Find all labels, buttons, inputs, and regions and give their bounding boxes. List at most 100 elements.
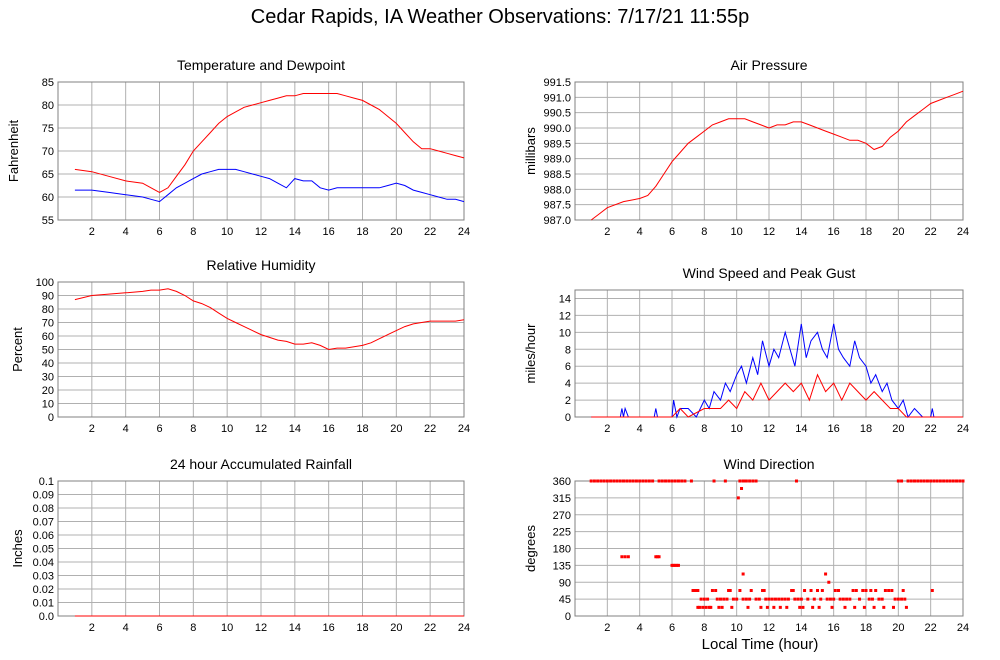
x-tick-label: 14 xyxy=(795,226,807,238)
data-point xyxy=(612,479,616,483)
data-point xyxy=(609,479,613,483)
data-point xyxy=(945,479,949,483)
data-point xyxy=(796,597,800,601)
y-tick-label: 0.07 xyxy=(33,517,54,529)
data-point xyxy=(744,597,748,601)
data-point xyxy=(809,589,813,592)
data-point xyxy=(754,479,758,483)
y-axis-label: millibars xyxy=(523,127,538,175)
data-point xyxy=(900,597,904,601)
y-tick-label: 70 xyxy=(42,318,54,330)
data-point xyxy=(913,479,916,483)
y-tick-label: 14 xyxy=(559,293,571,305)
data-point xyxy=(820,589,824,592)
x-tick-label: 4 xyxy=(123,226,129,238)
x-tick-label: 18 xyxy=(860,423,872,435)
data-point xyxy=(877,597,881,601)
x-tick-label: 16 xyxy=(323,226,335,238)
data-point xyxy=(880,597,884,601)
data-point xyxy=(783,597,787,601)
data-point xyxy=(683,479,687,483)
y-tick-label: 0 xyxy=(48,412,54,424)
y-axis-label: miles/hour xyxy=(523,323,538,384)
data-point xyxy=(754,597,758,601)
data-point xyxy=(660,479,664,483)
data-point xyxy=(780,597,784,601)
data-point xyxy=(696,589,700,592)
x-tick-label: 2 xyxy=(89,622,95,634)
data-point xyxy=(785,605,789,609)
data-point xyxy=(727,589,731,592)
data-point xyxy=(833,589,837,592)
x-tick-label: 20 xyxy=(390,226,402,238)
data-point xyxy=(748,479,752,483)
data-point xyxy=(791,589,795,592)
data-point xyxy=(942,479,946,483)
data-point xyxy=(741,572,745,576)
x-tick-label: 2 xyxy=(89,423,95,435)
data-point xyxy=(704,605,708,609)
x-tick-label: 10 xyxy=(221,226,233,238)
data-point xyxy=(827,580,831,584)
x-tick-label: 16 xyxy=(828,622,840,634)
data-point xyxy=(720,605,724,609)
x-tick-label: 14 xyxy=(795,622,807,634)
data-point xyxy=(872,605,876,609)
data-point xyxy=(651,479,655,483)
data-point xyxy=(777,597,781,601)
data-point xyxy=(622,479,625,483)
x-tick-label: 6 xyxy=(669,423,675,435)
x-tick-label: 10 xyxy=(221,622,233,634)
data-point xyxy=(906,479,910,483)
data-point xyxy=(725,597,729,601)
y-tick-label: 0.03 xyxy=(33,571,54,583)
y-tick-label: 90 xyxy=(559,577,571,589)
y-tick-label: 55 xyxy=(42,215,54,227)
data-point xyxy=(676,563,680,567)
y-tick-label: 0.02 xyxy=(33,584,54,596)
data-point xyxy=(919,479,923,483)
data-point xyxy=(691,589,695,592)
data-point xyxy=(719,597,722,601)
y-tick-label: 6 xyxy=(565,361,571,373)
data-point xyxy=(930,589,934,592)
data-point xyxy=(896,479,900,483)
x-tick-label: 8 xyxy=(190,226,196,238)
data-point xyxy=(723,479,727,483)
x-tick-label: 22 xyxy=(925,622,937,634)
data-point xyxy=(751,479,755,483)
data-point xyxy=(861,589,865,592)
y-tick-label: 10 xyxy=(42,399,54,411)
data-point xyxy=(655,555,659,559)
data-point xyxy=(657,479,661,483)
y-tick-label: 270 xyxy=(553,510,571,522)
data-point xyxy=(790,589,794,592)
data-point xyxy=(909,479,913,483)
data-point xyxy=(735,597,739,601)
y-tick-label: 75 xyxy=(42,123,54,135)
data-point xyxy=(817,605,821,609)
data-point xyxy=(657,555,661,559)
data-point xyxy=(741,597,745,601)
data-point xyxy=(961,479,965,483)
data-point xyxy=(806,597,810,601)
data-point xyxy=(854,589,858,592)
data-point xyxy=(862,605,866,609)
data-point xyxy=(841,597,845,601)
data-point xyxy=(744,479,748,483)
x-tick-label: 4 xyxy=(637,226,643,238)
data-point xyxy=(710,589,714,592)
x-tick-label: 14 xyxy=(289,423,301,435)
y-tick-label: 180 xyxy=(553,544,571,556)
data-point xyxy=(904,605,908,609)
data-point xyxy=(883,589,887,592)
y-tick-label: 12 xyxy=(559,310,571,322)
y-tick-label: 20 xyxy=(42,385,54,397)
data-point xyxy=(900,479,904,483)
x-tick-label: 22 xyxy=(424,423,436,435)
data-point xyxy=(667,479,671,483)
data-point xyxy=(761,589,765,592)
y-tick-label: 360 xyxy=(553,476,571,488)
data-point xyxy=(870,597,874,601)
data-point xyxy=(929,479,933,483)
